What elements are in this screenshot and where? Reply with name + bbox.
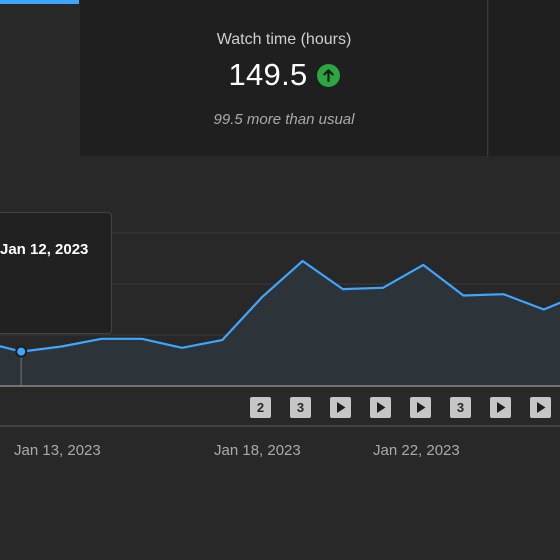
chart-data-point[interactable] bbox=[176, 342, 188, 354]
metric-value-row: 149.5 bbox=[80, 57, 488, 93]
chart-highlighted-point[interactable] bbox=[15, 345, 28, 358]
tooltip-date: Jan 12, 2023 bbox=[0, 241, 89, 258]
chart-data-point[interactable] bbox=[216, 334, 228, 346]
chart-tooltip: Jan 12, 2023 bbox=[0, 212, 112, 334]
play-icon[interactable] bbox=[370, 397, 391, 418]
metric-comparison: 99.5 more than usual bbox=[213, 111, 355, 128]
x-axis-tick-label: Jan 22, 2023 bbox=[373, 442, 460, 459]
arrow-up-circle-icon bbox=[316, 63, 340, 87]
chart-data-point[interactable] bbox=[377, 282, 389, 294]
x-axis-tick-label: Jan 18, 2023 bbox=[214, 442, 301, 459]
chart-series-line bbox=[0, 259, 560, 353]
tab-selected-indicator bbox=[0, 0, 79, 4]
metric-tab-watch-time[interactable]: Watch time (hours) 149.5 99.5 more than … bbox=[80, 0, 488, 156]
chart-data-point[interactable] bbox=[256, 291, 268, 303]
chart-data-point[interactable] bbox=[538, 304, 550, 316]
chart-data-point[interactable] bbox=[337, 283, 349, 295]
chart-data-point[interactable] bbox=[457, 289, 469, 301]
chart-data-point[interactable] bbox=[96, 333, 108, 345]
metric-value: 149.5 bbox=[228, 57, 308, 92]
chart-data-point[interactable] bbox=[136, 333, 148, 345]
metric-tab-previous[interactable] bbox=[0, 0, 79, 156]
metric-title: Watch time (hours) bbox=[216, 31, 352, 48]
play-icon[interactable] bbox=[330, 397, 351, 418]
play-icon[interactable] bbox=[530, 397, 551, 418]
video-count-marker[interactable]: 3 bbox=[290, 397, 311, 418]
chart-area-fill bbox=[0, 261, 560, 386]
video-count-marker[interactable]: 2 bbox=[250, 397, 271, 418]
x-axis-tick-label: Jan 13, 2023 bbox=[14, 442, 101, 459]
chart-data-point[interactable] bbox=[417, 259, 429, 271]
metric-tab-next[interactable] bbox=[489, 0, 560, 156]
video-count-marker[interactable]: 3 bbox=[450, 397, 471, 418]
chart-data-point[interactable] bbox=[498, 288, 510, 300]
chart-data-point[interactable] bbox=[297, 255, 309, 267]
play-icon[interactable] bbox=[490, 397, 511, 418]
chart-data-point[interactable] bbox=[55, 340, 67, 352]
play-icon[interactable] bbox=[410, 397, 431, 418]
